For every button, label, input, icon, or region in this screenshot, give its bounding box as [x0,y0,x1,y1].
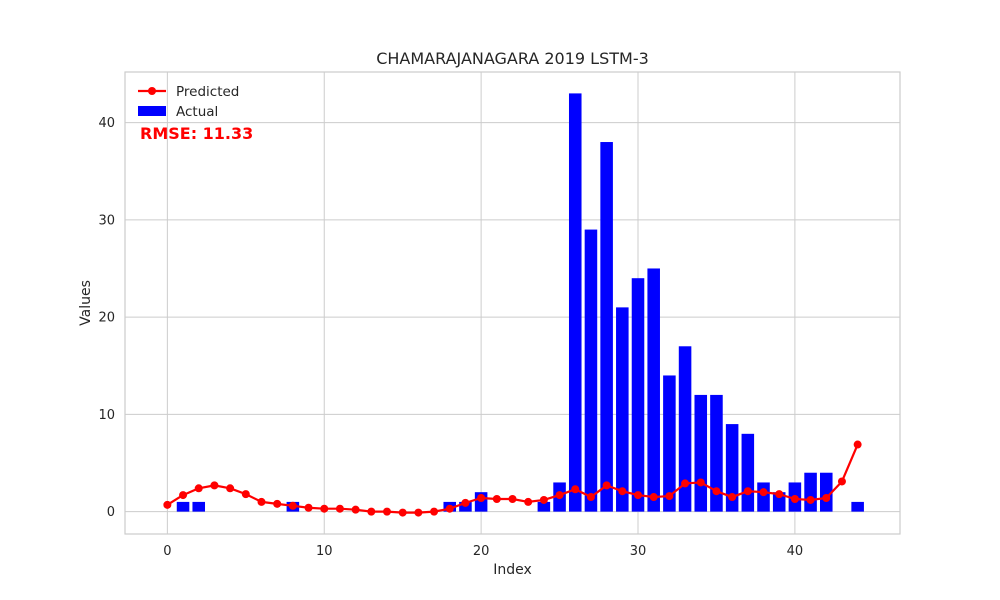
legend-predicted-label: Predicted [176,84,239,100]
actual-bar [678,346,692,512]
actual-bar [584,229,598,512]
predicted-point [555,491,564,500]
tick-labels: 0 10 20 30 40 0 10 20 30 40 [98,116,803,559]
predicted-point [163,500,172,509]
predicted-point [461,498,470,507]
predicted-point [210,481,219,490]
predicted-point [806,495,815,504]
y-tick-label: 40 [98,116,115,131]
legend: Predicted Actual [138,84,239,120]
predicted-point [367,507,376,516]
predicted-point [508,494,517,503]
predicted-point [477,494,486,503]
predicted-point [759,488,768,497]
legend-actual-swatch [138,106,166,116]
predicted-point [226,484,235,493]
actual-bar [176,501,190,512]
predicted-point [743,487,752,496]
predicted-point [335,504,344,513]
actual-bar [647,268,660,512]
actual-bar [192,501,206,512]
predicted-point [712,487,721,496]
legend-predicted-swatch-marker [148,87,156,95]
predicted-point [351,505,360,514]
legend-item-predicted: Predicted [138,84,239,100]
predicted-point [602,481,611,490]
actual-bar [616,307,629,512]
predicted-point [194,484,203,493]
predicted-point [304,503,313,512]
predicted-point [822,494,831,503]
predicted-point [257,497,266,506]
grid [125,72,900,534]
legend-actual-label: Actual [176,104,218,120]
predicted-point [398,508,407,517]
y-tick-label: 30 [98,213,115,228]
plot-background [125,72,900,534]
x-tick-label: 0 [163,544,171,559]
rmse-annotation: RMSE: 11.33 [140,124,253,143]
x-tick-label: 20 [473,544,490,559]
predicted-point [320,504,329,513]
actual-bar [819,472,833,512]
y-tick-label: 20 [98,311,115,326]
predicted-point [634,491,643,500]
predicted-point [179,491,188,500]
predicted-point [853,440,862,449]
predicted-point [288,501,297,510]
legend-item-actual: Actual [138,104,218,120]
y-axis-label: Values [78,280,94,326]
predicted-point [681,479,690,488]
predicted-point [414,508,423,517]
predicted-point [775,490,784,499]
y-tick-label: 10 [98,408,115,423]
actual-bar [631,278,645,512]
predicted-point [524,497,533,506]
predicted-point [571,485,580,494]
y-tick-label: 0 [107,505,115,520]
actual-bar [568,93,582,512]
predicted-point [665,492,674,501]
predicted-point [649,493,658,502]
predicted-point [492,494,501,503]
x-tick-label: 10 [316,544,333,559]
predicted-point [837,477,846,486]
actual-bar [851,501,864,512]
predicted-point [539,495,548,504]
actual-bar [710,394,723,512]
predicted-point [445,504,454,513]
predicted-point [790,494,799,503]
predicted-point [618,487,627,496]
predicted-point [430,507,439,516]
actual-bar [725,424,739,512]
predicted-point [382,507,391,516]
predicted-point [241,490,250,499]
actual-bar [772,492,786,512]
predicted-point [696,478,705,487]
predicted-point [273,499,282,508]
plot-frame [124,71,901,535]
actual-bar [537,501,551,512]
x-tick-label: 40 [787,544,804,559]
actual-bar [757,482,770,512]
x-tick-label: 30 [630,544,647,559]
actual-bar [663,375,676,512]
predicted-line [163,440,862,517]
predicted-point [586,493,595,502]
actual-bar [694,394,708,512]
actual-bar [600,142,613,512]
predicted-point [728,493,737,502]
x-axis-label: Index [493,562,532,578]
actual-bar [804,472,817,512]
actual-bar [741,433,755,512]
chart-title: CHAMARAJANAGARA 2019 LSTM-3 [376,49,649,68]
